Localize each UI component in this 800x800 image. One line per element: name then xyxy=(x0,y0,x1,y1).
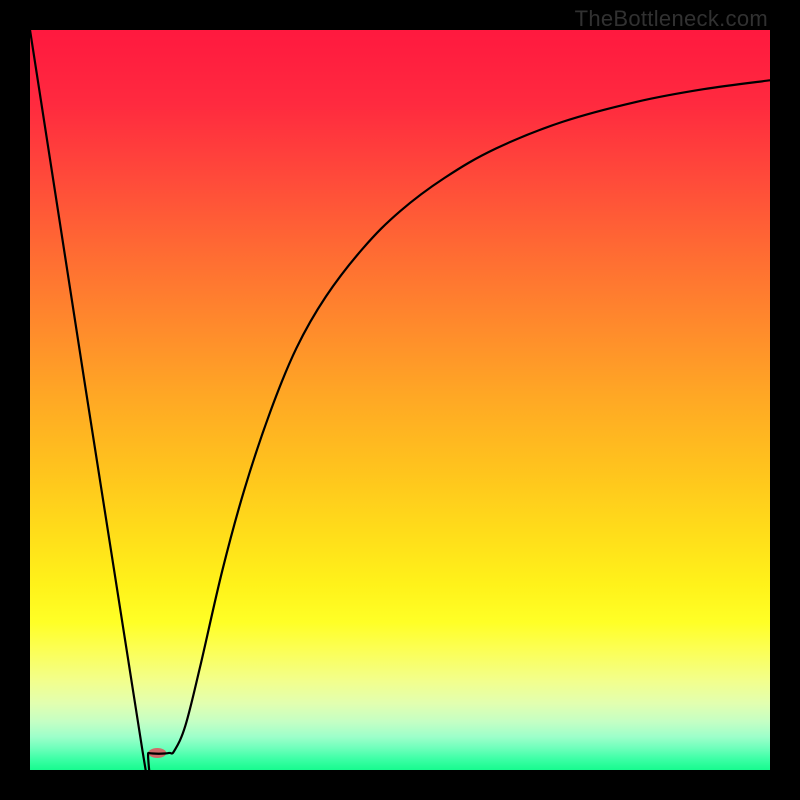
watermark-text: TheBottleneck.com xyxy=(575,6,768,32)
plot-svg xyxy=(30,30,770,770)
chart-container: TheBottleneck.com xyxy=(0,0,800,800)
gradient-background xyxy=(30,30,770,770)
plot-area xyxy=(30,30,770,770)
